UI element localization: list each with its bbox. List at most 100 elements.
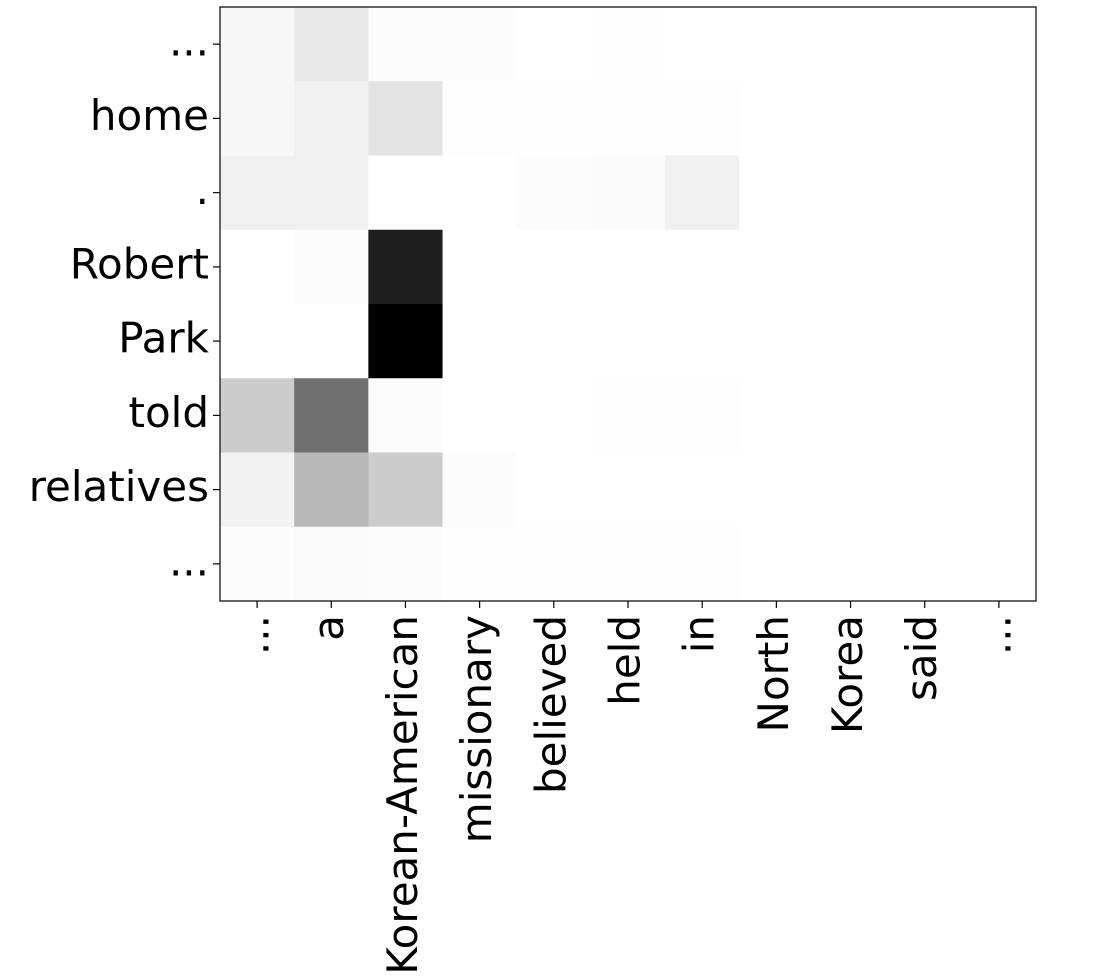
cell bbox=[368, 81, 444, 156]
x-tick-label: said bbox=[897, 615, 946, 701]
cell bbox=[516, 452, 592, 528]
cell bbox=[590, 304, 666, 379]
cell bbox=[442, 378, 518, 453]
cell bbox=[442, 7, 518, 82]
cell bbox=[590, 229, 666, 305]
x-tick-label: held bbox=[601, 615, 650, 706]
cell bbox=[590, 155, 666, 231]
x-tick-label: ... bbox=[971, 615, 1020, 655]
cell bbox=[368, 155, 444, 231]
cell bbox=[294, 81, 369, 156]
cell bbox=[813, 526, 889, 602]
cell bbox=[739, 229, 814, 305]
y-tick-label: told bbox=[129, 388, 210, 437]
cell bbox=[665, 155, 740, 231]
cell bbox=[665, 526, 740, 602]
y-tick-label: ... bbox=[169, 536, 209, 585]
cell bbox=[368, 229, 444, 305]
cell bbox=[442, 229, 518, 305]
cell bbox=[294, 452, 369, 528]
cell bbox=[220, 526, 295, 602]
cell bbox=[516, 81, 592, 156]
cell bbox=[294, 155, 369, 231]
cell bbox=[739, 452, 814, 528]
cell bbox=[665, 81, 740, 156]
cell bbox=[961, 7, 1037, 82]
cell bbox=[665, 304, 740, 379]
cell bbox=[813, 81, 889, 156]
cell bbox=[739, 155, 814, 231]
cell bbox=[294, 378, 369, 453]
x-tick-label: Korea bbox=[823, 615, 872, 734]
cell bbox=[665, 229, 740, 305]
cell bbox=[516, 378, 592, 453]
cell bbox=[961, 526, 1037, 602]
cell bbox=[220, 452, 295, 528]
cell bbox=[887, 155, 963, 231]
y-tick-label: relatives bbox=[29, 462, 209, 511]
cell bbox=[813, 304, 889, 379]
cell bbox=[887, 526, 963, 602]
cell bbox=[442, 526, 518, 602]
x-tick-label: Korean-American bbox=[378, 615, 427, 975]
cell bbox=[368, 304, 444, 379]
y-tick-label: Robert bbox=[70, 239, 209, 288]
cell bbox=[516, 304, 592, 379]
cell bbox=[220, 229, 295, 305]
y-tick-label: . bbox=[196, 165, 209, 214]
x-tick-label: in bbox=[675, 615, 724, 653]
cell bbox=[516, 155, 592, 231]
cell bbox=[739, 378, 814, 453]
cell bbox=[665, 7, 740, 82]
cell bbox=[590, 378, 666, 453]
cell bbox=[665, 378, 740, 453]
cell bbox=[294, 229, 369, 305]
cell bbox=[961, 378, 1037, 453]
cell bbox=[516, 229, 592, 305]
cell bbox=[442, 304, 518, 379]
y-tick-label: ... bbox=[169, 17, 209, 66]
cell bbox=[665, 452, 740, 528]
x-tick-label: missionary bbox=[452, 615, 501, 843]
cell bbox=[368, 7, 444, 82]
cell bbox=[590, 7, 666, 82]
cell bbox=[813, 155, 889, 231]
cell bbox=[961, 229, 1037, 305]
cell bbox=[220, 304, 295, 379]
x-tick-label: ... bbox=[230, 615, 279, 655]
cell bbox=[739, 81, 814, 156]
cell bbox=[368, 378, 444, 453]
cell bbox=[813, 7, 889, 82]
cell bbox=[516, 7, 592, 82]
cell bbox=[220, 7, 295, 82]
cell bbox=[220, 81, 295, 156]
cell bbox=[961, 452, 1037, 528]
cell bbox=[294, 7, 369, 82]
cell bbox=[294, 304, 369, 379]
cell bbox=[813, 378, 889, 453]
cell bbox=[887, 452, 963, 528]
x-tick-label: believed bbox=[526, 615, 575, 794]
cell bbox=[590, 81, 666, 156]
cell bbox=[739, 304, 814, 379]
cell bbox=[294, 526, 369, 602]
cell bbox=[813, 229, 889, 305]
cell bbox=[442, 155, 518, 231]
x-tick-label: a bbox=[304, 615, 353, 641]
cell bbox=[739, 7, 814, 82]
y-tick-label: home bbox=[90, 91, 209, 140]
cell bbox=[442, 81, 518, 156]
cell bbox=[590, 452, 666, 528]
cell bbox=[887, 7, 963, 82]
y-tick-label: Park bbox=[118, 314, 209, 363]
cell bbox=[887, 81, 963, 156]
cell bbox=[220, 378, 295, 453]
x-tick-label: North bbox=[749, 615, 798, 732]
cell bbox=[368, 452, 444, 528]
cell bbox=[887, 378, 963, 453]
cell bbox=[516, 526, 592, 602]
cell bbox=[961, 304, 1037, 379]
cell bbox=[813, 452, 889, 528]
cell bbox=[220, 155, 295, 231]
